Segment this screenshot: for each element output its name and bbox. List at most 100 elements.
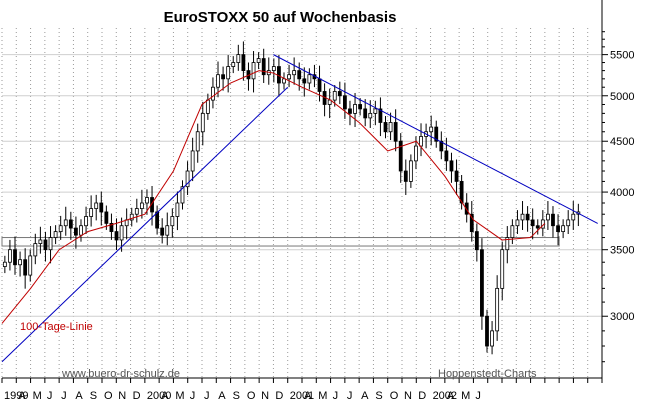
- x-tick-label: J: [47, 390, 53, 402]
- candle-body: [129, 213, 134, 221]
- candle-body: [535, 225, 540, 229]
- x-tick-label: S: [90, 390, 97, 402]
- candle-body: [58, 225, 63, 232]
- candle-body: [474, 231, 479, 251]
- candle-body: [287, 74, 291, 80]
- candle-body: [454, 170, 459, 182]
- x-tick-label: A: [447, 390, 455, 402]
- x-tick-label: 1999: [4, 390, 28, 402]
- sma-100-line: [1, 70, 546, 324]
- candle-body: [43, 239, 48, 251]
- candle-body: [241, 54, 246, 72]
- candle-body: [165, 225, 170, 236]
- x-tick-label: 2001: [290, 390, 314, 402]
- candle-body: [480, 249, 484, 317]
- candle-body: [256, 58, 261, 63]
- x-tick-label: O: [390, 390, 399, 402]
- candle-body: [439, 140, 444, 152]
- candle-body: [571, 213, 576, 221]
- candle-body: [79, 225, 83, 236]
- x-tick-label: M: [175, 390, 184, 402]
- candle-body: [261, 58, 266, 76]
- candle-body: [251, 62, 256, 80]
- candle-body: [419, 136, 423, 147]
- candle-body: [2, 261, 7, 267]
- candle-body: [185, 170, 190, 188]
- candle-body: [515, 219, 520, 227]
- x-tick-label: D: [418, 390, 426, 402]
- candle-body: [84, 216, 88, 227]
- candle-body: [530, 219, 535, 227]
- x-tick-label: J: [204, 390, 210, 402]
- candle-body: [408, 160, 413, 182]
- downtrend-trendline: [273, 54, 598, 224]
- candle-body: [38, 239, 43, 244]
- y-tick-label: 3000: [610, 311, 634, 323]
- candle-body: [63, 219, 68, 227]
- candle-body: [94, 202, 99, 209]
- x-tick-label: N: [404, 390, 412, 402]
- grid-layer: [1, 28, 602, 378]
- y-tick-label: 3500: [610, 245, 634, 257]
- candle-body: [378, 108, 383, 123]
- candle-body: [23, 259, 28, 276]
- candle-body: [353, 104, 357, 114]
- candle-body: [139, 202, 144, 209]
- candle-body: [119, 225, 124, 241]
- x-tick-label: A: [304, 390, 312, 402]
- x-tick-label: J: [61, 390, 66, 402]
- candle-body: [28, 255, 33, 276]
- x-tick-label: M: [318, 390, 327, 402]
- y-tick-label: 4000: [610, 187, 634, 199]
- x-tick-label: O: [247, 390, 256, 402]
- x-tick-label: 2002: [433, 390, 457, 402]
- candle-body: [566, 219, 571, 227]
- candle-body: [175, 202, 180, 217]
- candle-body: [358, 104, 363, 110]
- candle-body: [368, 112, 373, 119]
- candle-body: [205, 99, 210, 114]
- support-band-layer: [1, 237, 560, 247]
- candle-body: [444, 150, 449, 162]
- candle-body: [459, 181, 464, 204]
- candle-body: [342, 95, 347, 110]
- candle-body: [104, 211, 109, 224]
- candle-body: [134, 208, 139, 215]
- candle-body: [363, 108, 368, 119]
- candle-body: [500, 249, 505, 289]
- candle-body: [495, 287, 500, 332]
- y-tick-label: 5000: [610, 91, 634, 103]
- candle-body: [109, 222, 114, 232]
- x-tick-label: J: [475, 390, 481, 402]
- candle-body: [282, 78, 286, 84]
- x-tick-label: M: [33, 390, 42, 402]
- candle-body: [490, 330, 494, 347]
- candle-body: [348, 108, 352, 114]
- candle-body: [271, 66, 276, 72]
- candle-body: [114, 231, 119, 241]
- x-tick-label: J: [190, 390, 196, 402]
- candle-body: [546, 213, 550, 221]
- candle-body: [561, 225, 566, 232]
- candle-body: [525, 213, 530, 221]
- x-tick-label: S: [375, 390, 382, 402]
- candle-body: [236, 54, 241, 63]
- website-annotation: www.buero-dr-schulz.de: [61, 368, 180, 380]
- candle-body: [505, 237, 510, 251]
- candle-body: [13, 249, 17, 266]
- candle-body: [200, 112, 205, 133]
- candle-body: [145, 197, 149, 204]
- candle-body: [195, 131, 200, 152]
- x-tick-label: A: [218, 390, 226, 402]
- candle-body: [414, 145, 418, 162]
- y-tick-label: 4500: [610, 136, 634, 148]
- chart-title: EuroSTOXX 50 auf Wochenbasis: [164, 9, 397, 26]
- candle-body: [373, 108, 378, 114]
- candle-body: [302, 78, 307, 84]
- x-tick-label: A: [18, 390, 26, 402]
- x-tick-label: M: [461, 390, 470, 402]
- candle-body: [469, 213, 474, 232]
- candle-body: [398, 140, 403, 172]
